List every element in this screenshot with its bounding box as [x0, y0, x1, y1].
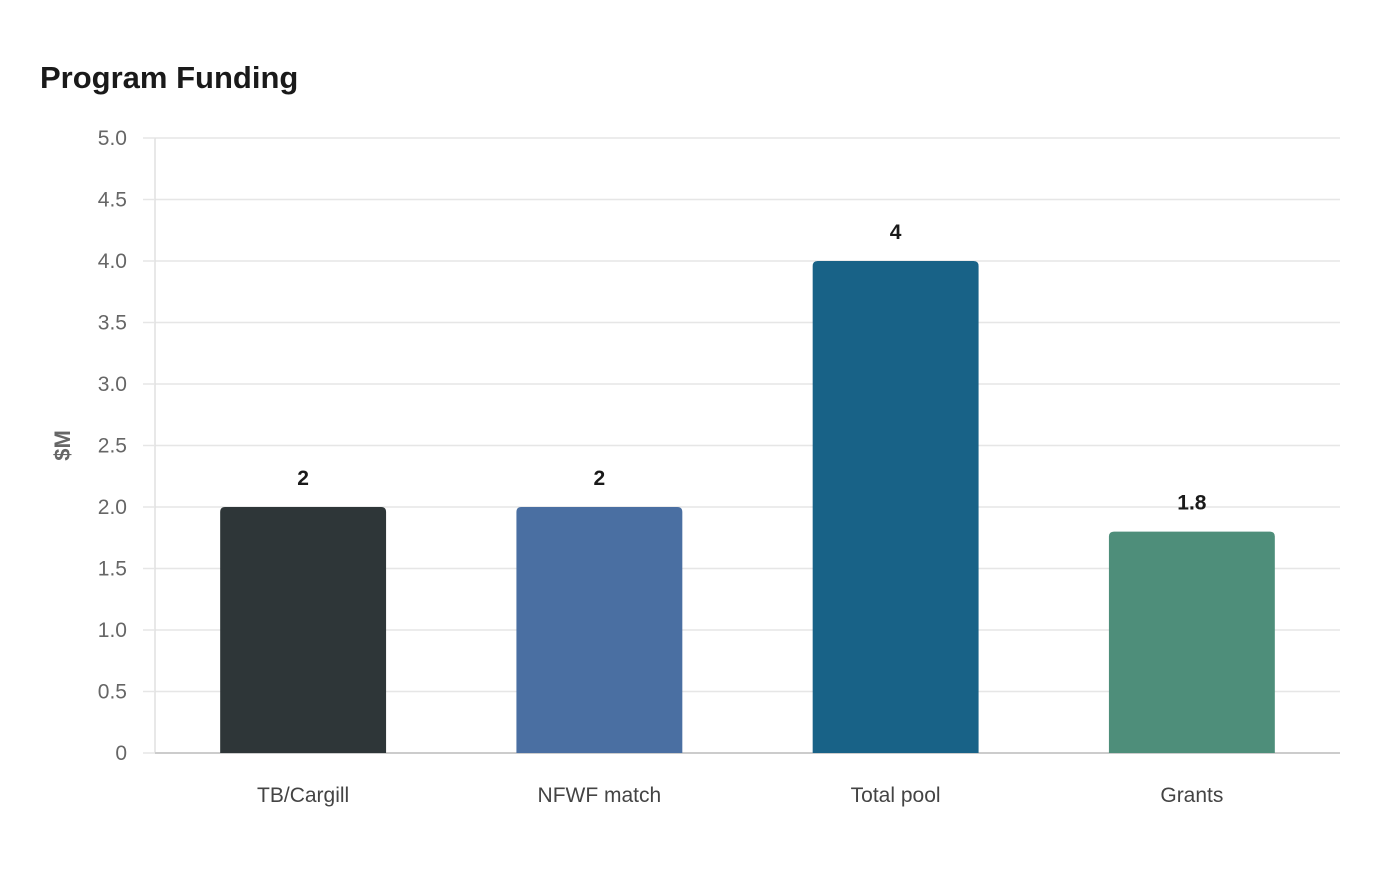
chart-title: Program Funding [40, 60, 299, 95]
y-tick-label: 1.0 [98, 619, 127, 642]
bar [1108, 531, 1275, 753]
data-label: 2 [297, 467, 309, 490]
data-label: 2 [594, 467, 606, 490]
bar [812, 261, 979, 753]
y-tick-label: 0.5 [98, 681, 127, 704]
y-tick-label: 2.5 [98, 435, 127, 458]
bars [220, 261, 1275, 753]
y-tick-label: 3.5 [98, 312, 127, 335]
y-axis-ticks: 0 0.5 1.0 1.5 2.0 2.5 3.0 3.5 4.0 4.5 5.0 [98, 127, 155, 765]
x-axis-labels: TB/Cargill NFWF match Total pool Grants [257, 784, 1223, 807]
y-tick-label: 5.0 [98, 127, 127, 150]
y-tick-label: 0 [115, 742, 127, 765]
data-label: 4 [890, 221, 902, 244]
x-tick-label: Total pool [851, 784, 941, 807]
x-tick-label: NFWF match [538, 784, 662, 807]
y-tick-label: 3.0 [98, 373, 127, 396]
value-labels: 2 2 4 1.8 [297, 221, 1207, 515]
y-tick-label: 4.5 [98, 189, 127, 212]
y-tick-label: 1.5 [98, 558, 127, 581]
x-tick-label: TB/Cargill [257, 784, 349, 807]
y-axis-title: $M [50, 430, 75, 461]
data-label: 1.8 [1177, 492, 1207, 515]
bar [516, 507, 683, 753]
y-tick-label: 4.0 [98, 250, 127, 273]
bar [220, 507, 387, 753]
y-tick-label: 2.0 [98, 496, 127, 519]
x-tick-label: Grants [1160, 784, 1223, 807]
